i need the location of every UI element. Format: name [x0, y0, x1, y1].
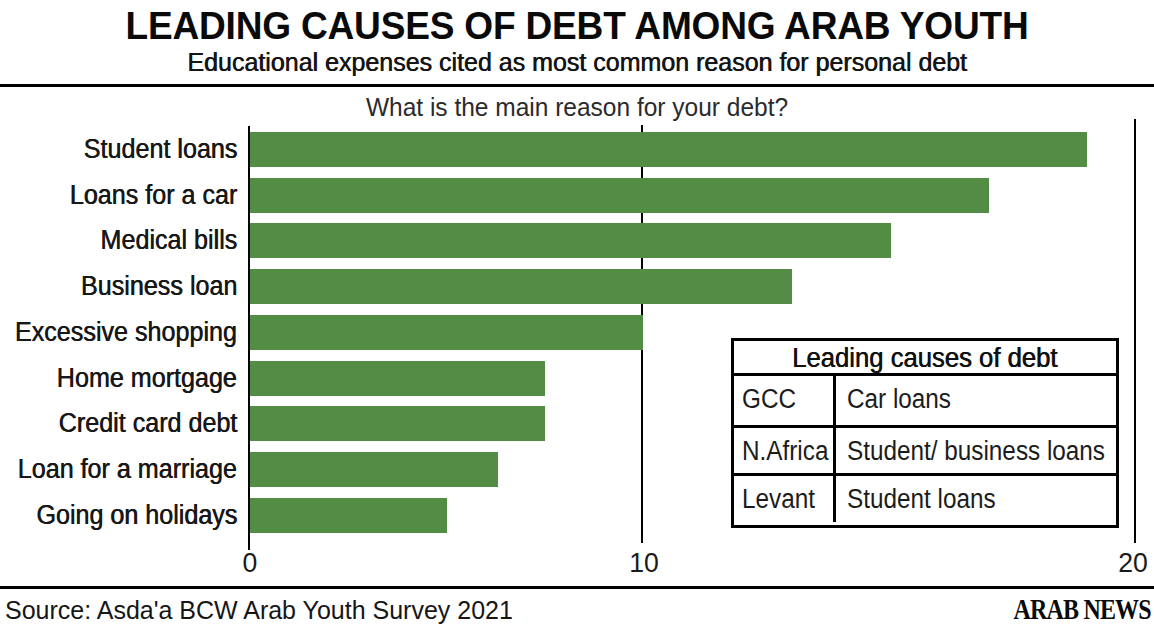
table-row: N.Africa Student/ business loans	[734, 425, 1116, 474]
bar	[250, 132, 1087, 167]
bar	[250, 406, 545, 441]
category-label: Student loans	[83, 132, 237, 167]
table-cell-cause: Student loans	[836, 476, 1116, 522]
bar	[250, 498, 447, 533]
legend-table-title: Leading causes of debt	[734, 341, 1116, 376]
x-tick-20: 20	[1118, 547, 1148, 579]
bar	[250, 223, 891, 258]
chart-title: What is the main reason for your debt?	[12, 93, 1143, 122]
legend-table: Leading causes of debt GCC Car loans N.A…	[731, 338, 1119, 528]
table-cell-region: Levant	[734, 476, 836, 522]
table-cell-cause: Car loans	[836, 376, 1116, 425]
bar	[250, 452, 498, 487]
source-text: Source: Asda'a BCW Arab Youth Survey 202…	[5, 596, 513, 625]
gridline-20	[1134, 119, 1137, 543]
category-label: Business loan	[81, 269, 237, 304]
bar	[250, 269, 792, 304]
x-tick-10: 10	[629, 547, 659, 579]
table-row: GCC Car loans	[734, 376, 1116, 425]
table-row: Levant Student loans	[734, 473, 1116, 522]
footer-divider	[0, 586, 1154, 589]
category-label: Going on holidays	[36, 498, 237, 533]
category-label: Loans for a car	[69, 178, 237, 213]
category-label: Home mortgage	[57, 361, 237, 396]
table-cell-region: N.Africa	[734, 428, 836, 474]
x-tick-0: 0	[243, 547, 258, 579]
header-divider	[0, 84, 1154, 87]
bar	[250, 178, 989, 213]
category-label: Excessive shopping	[15, 315, 237, 350]
category-label: Medical bills	[100, 223, 237, 258]
bar	[250, 361, 545, 396]
category-label: Loan for a marriage	[18, 452, 237, 487]
table-cell-region: GCC	[734, 376, 836, 425]
infographic: LEADING CAUSES OF DEBT AMONG ARAB YOUTH …	[0, 0, 1154, 629]
page-title: LEADING CAUSES OF DEBT AMONG ARAB YOUTH	[29, 4, 1125, 48]
arab-news-logo: ARAB NEWS	[1014, 592, 1152, 626]
page-subtitle: Educational expenses cited as most commo…	[0, 48, 1154, 77]
category-label: Credit card debt	[58, 406, 237, 441]
table-cell-cause: Student/ business loans	[836, 428, 1134, 474]
bar	[250, 315, 643, 350]
